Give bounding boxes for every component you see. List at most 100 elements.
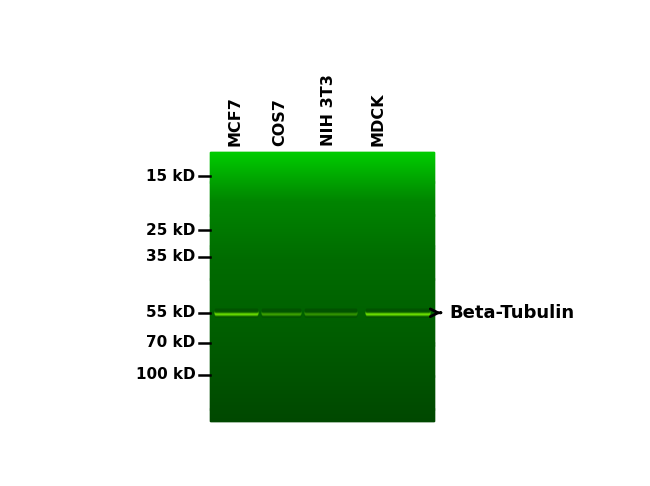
Bar xyxy=(210,173,434,174)
Bar xyxy=(210,374,434,375)
Bar xyxy=(210,171,434,172)
Bar xyxy=(210,348,434,349)
Bar xyxy=(210,419,434,420)
Bar xyxy=(210,236,434,237)
Bar xyxy=(210,358,434,359)
Bar xyxy=(210,362,434,363)
Bar xyxy=(210,333,434,334)
Bar xyxy=(210,164,434,165)
Bar xyxy=(210,285,434,286)
Bar xyxy=(210,228,434,229)
Bar xyxy=(210,361,434,362)
Bar xyxy=(210,264,434,265)
Bar xyxy=(210,244,434,245)
Bar xyxy=(210,206,434,207)
Bar xyxy=(210,359,434,360)
Bar xyxy=(210,363,434,364)
Bar xyxy=(210,189,434,190)
Bar xyxy=(210,205,434,206)
Bar xyxy=(210,314,434,315)
Bar xyxy=(210,265,434,266)
Bar xyxy=(210,260,434,261)
Bar xyxy=(210,155,434,156)
Bar xyxy=(210,176,434,177)
Bar xyxy=(210,324,434,325)
Bar xyxy=(210,213,434,214)
Bar xyxy=(210,417,434,418)
Bar xyxy=(210,318,434,319)
Bar xyxy=(210,189,434,191)
Bar xyxy=(210,168,434,170)
Bar xyxy=(210,395,434,396)
Bar xyxy=(210,304,434,305)
Bar xyxy=(210,310,434,311)
Bar xyxy=(210,214,434,215)
Bar xyxy=(210,403,434,404)
Bar xyxy=(210,171,434,172)
Bar xyxy=(210,176,434,177)
Bar xyxy=(210,409,434,410)
Bar xyxy=(210,339,434,340)
Bar xyxy=(210,384,434,385)
Bar xyxy=(210,239,434,240)
Bar xyxy=(210,355,434,356)
Bar xyxy=(210,408,434,409)
Bar xyxy=(210,391,434,392)
Bar xyxy=(210,292,434,293)
Bar xyxy=(210,405,434,406)
Bar xyxy=(210,198,434,199)
Bar xyxy=(210,380,434,381)
Bar xyxy=(210,279,434,280)
Bar xyxy=(210,393,434,394)
Bar xyxy=(210,174,434,175)
Bar xyxy=(210,394,434,395)
Bar xyxy=(210,402,434,403)
Bar xyxy=(210,188,434,189)
Bar xyxy=(210,413,434,414)
Bar xyxy=(210,190,434,191)
Bar xyxy=(210,399,434,400)
Bar xyxy=(210,346,434,347)
Text: Beta-Tubulin: Beta-Tubulin xyxy=(449,304,574,322)
Bar xyxy=(210,346,434,347)
Bar xyxy=(210,363,434,364)
Bar xyxy=(210,199,434,200)
Bar xyxy=(210,274,434,275)
Bar xyxy=(210,351,434,352)
Bar xyxy=(210,385,434,386)
Bar xyxy=(210,334,434,335)
Bar xyxy=(210,320,434,321)
Bar xyxy=(210,275,434,276)
Bar xyxy=(210,372,434,373)
Bar xyxy=(210,210,434,211)
Bar xyxy=(210,270,434,271)
Bar xyxy=(210,267,434,268)
Bar xyxy=(210,152,434,153)
Bar xyxy=(210,197,434,198)
Bar xyxy=(210,333,434,334)
Bar xyxy=(210,384,434,385)
Bar xyxy=(210,382,434,383)
Bar xyxy=(210,311,434,312)
Bar xyxy=(210,156,434,157)
Bar xyxy=(210,271,434,273)
Bar xyxy=(210,229,434,230)
Bar xyxy=(210,259,434,260)
Bar xyxy=(210,414,434,415)
Bar xyxy=(210,192,434,193)
Bar xyxy=(210,279,434,280)
Bar xyxy=(210,266,434,267)
Bar xyxy=(210,352,434,353)
Bar xyxy=(210,412,434,413)
Bar xyxy=(210,389,434,390)
Bar xyxy=(210,246,434,247)
Bar xyxy=(210,281,434,282)
Bar xyxy=(210,154,434,155)
Bar xyxy=(210,332,434,333)
Bar xyxy=(210,215,434,216)
Bar xyxy=(210,392,434,393)
Bar xyxy=(210,167,434,168)
Bar xyxy=(210,174,434,175)
Bar xyxy=(210,231,434,232)
Bar xyxy=(210,235,434,236)
